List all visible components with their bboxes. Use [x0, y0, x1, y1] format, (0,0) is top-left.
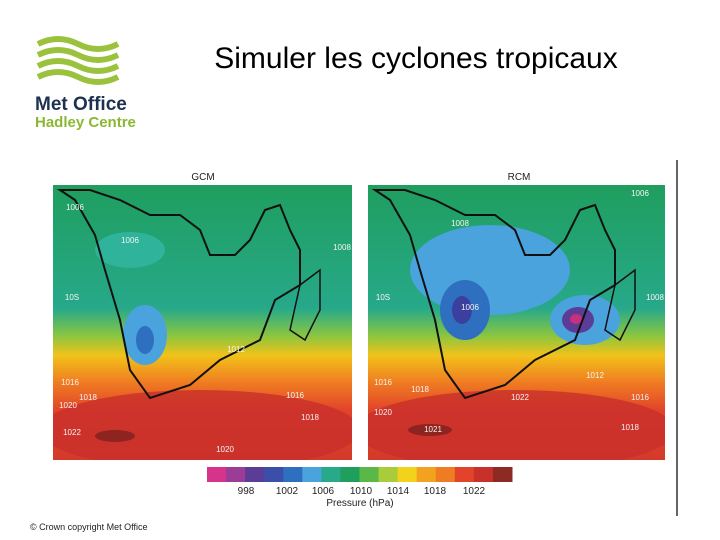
contour-label: 1020: [374, 408, 392, 417]
contour-label: 10S: [376, 293, 390, 302]
contour-label: 1006: [66, 203, 84, 212]
colorbar-swatch: [435, 467, 456, 482]
colorbar-tick-label: 1002: [276, 486, 299, 497]
contour-label: 1016: [286, 391, 304, 400]
colorbar: 998 1002 1006 1010 1014 1018 1022: [207, 467, 513, 497]
contour-label: 1008: [451, 219, 469, 228]
colorbar-swatch: [340, 467, 360, 482]
colorbar-swatch: [359, 467, 380, 482]
colorbar-swatch: [226, 467, 246, 482]
colorbar-tick-label: 1010: [350, 486, 373, 497]
contour-label: 1021: [424, 425, 442, 434]
contour-label: 1012: [227, 345, 245, 354]
colorbar-swatch: [245, 467, 265, 482]
contour-label: 1016: [374, 378, 392, 387]
colorbar-tick-label: 1006: [312, 486, 335, 497]
contour-label: 1006: [461, 303, 479, 312]
contour-label: 1008: [646, 293, 664, 302]
colorbar-swatch: [454, 467, 475, 482]
logo-subname: Hadley Centre: [35, 114, 136, 131]
colorbar-swatch: [302, 467, 322, 482]
colorbar-swatch: [321, 467, 341, 482]
colorbar-swatch: [207, 467, 227, 482]
slide-title: Simuler les cyclones tropicaux: [214, 42, 618, 75]
contour-label: 1006: [121, 236, 139, 245]
logo-mark: [36, 36, 120, 85]
contour-label: 1020: [59, 401, 77, 410]
contour-label: 1022: [63, 428, 81, 437]
colorbar-swatch: [264, 467, 284, 482]
map-panel: [368, 185, 665, 460]
contour-label: 1008: [333, 243, 351, 252]
panel-label: GCM: [191, 172, 214, 183]
colorbar-swatch: [416, 467, 437, 482]
contour-label: 1012: [586, 371, 604, 380]
footer: © Crown copyright Met Office: [30, 522, 148, 532]
contour-label: 1016: [631, 393, 649, 402]
contour-label: 1016: [61, 378, 79, 387]
colorbar-tick-label: 998: [238, 486, 255, 497]
contour-label: 1018: [301, 413, 319, 422]
colorbar-label: Pressure (hPa): [326, 498, 393, 509]
colorbar-swatch: [473, 467, 494, 482]
contour-label: 1020: [216, 445, 234, 454]
contour-label: 1022: [511, 393, 529, 402]
panel-label: RCM: [508, 172, 531, 183]
map-panel: [53, 185, 352, 460]
colorbar-swatch: [283, 467, 303, 482]
colorbar-swatch: [397, 467, 418, 482]
colorbar-swatch: [378, 467, 399, 482]
colorbar-tick-label: 1022: [463, 486, 486, 497]
contour-label: 10S: [65, 293, 79, 302]
colorbar-tick-label: 1018: [424, 486, 447, 497]
contour-label: 1018: [79, 393, 97, 402]
colorbar-tick-label: 1014: [387, 486, 410, 497]
colorbar-swatch: [492, 467, 513, 482]
logo-name: Met Office: [35, 94, 127, 115]
contour-label: 1018: [621, 423, 639, 432]
contour-label: 1018: [411, 385, 429, 394]
contour-label: 1006: [631, 189, 649, 198]
